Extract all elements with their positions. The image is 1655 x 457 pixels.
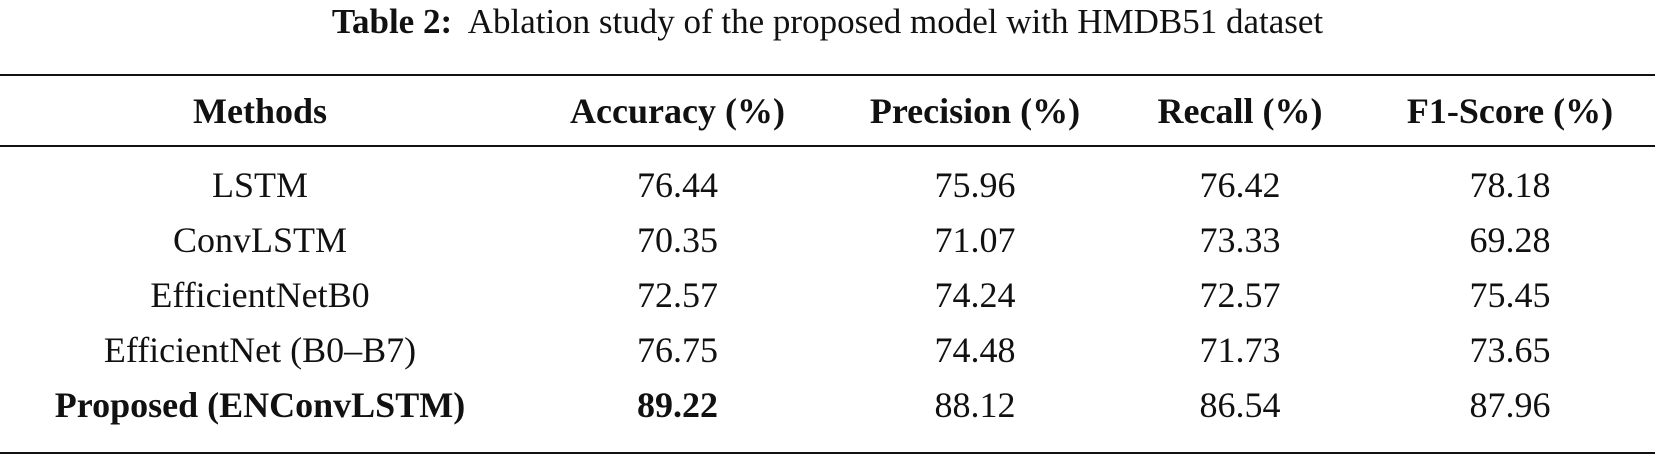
column-header-methods: Methods bbox=[193, 90, 327, 131]
f1-score-cell: 73.65 bbox=[1469, 329, 1551, 370]
recall-cell: 76.42 bbox=[1199, 164, 1281, 205]
caption-label: Table 2: bbox=[331, 2, 453, 41]
recall-cell: 86.54 bbox=[1199, 384, 1281, 425]
recall-cell: 71.73 bbox=[1199, 329, 1281, 370]
method-cell: ConvLSTM bbox=[172, 219, 348, 260]
accuracy-cell: 72.57 bbox=[637, 274, 718, 315]
method-cell: Proposed (ENConvLSTM) bbox=[54, 384, 466, 425]
table-caption: Table 2: Ablation study of the proposed … bbox=[0, 0, 1655, 44]
table-row-proposed: Proposed (ENConvLSTM) 89.22 88.12 86.54 … bbox=[0, 377, 1655, 432]
column-header-f1-score: F1-Score (%) bbox=[1406, 90, 1614, 131]
column-header-precision: Precision (%) bbox=[869, 90, 1081, 131]
header-rule bbox=[0, 145, 1655, 147]
precision-cell: 74.24 bbox=[934, 274, 1016, 315]
column-header-recall: Recall (%) bbox=[1157, 90, 1323, 131]
top-rule bbox=[0, 74, 1655, 76]
ablation-table: Methods Accuracy (%) Precision (%) Recal… bbox=[0, 76, 1655, 432]
recall-cell: 72.57 bbox=[1199, 274, 1281, 315]
f1-score-cell: 75.45 bbox=[1469, 274, 1551, 315]
method-cell: EfficientNetB0 bbox=[150, 274, 370, 315]
recall-cell: 73.33 bbox=[1199, 219, 1281, 260]
precision-cell: 88.12 bbox=[934, 384, 1016, 425]
column-header-accuracy: Accuracy (%) bbox=[570, 90, 785, 131]
f1-score-cell: 69.28 bbox=[1469, 219, 1551, 260]
accuracy-cell: 76.75 bbox=[637, 329, 718, 370]
table-row: LSTM 76.44 75.96 76.42 78.18 bbox=[0, 145, 1655, 212]
accuracy-cell: 76.44 bbox=[637, 164, 718, 205]
table-row: EfficientNetB0 72.57 74.24 72.57 75.45 bbox=[0, 267, 1655, 322]
f1-score-cell: 78.18 bbox=[1469, 164, 1551, 205]
accuracy-cell: 89.22 bbox=[637, 384, 718, 425]
precision-cell: 74.48 bbox=[934, 329, 1016, 370]
method-cell: EfficientNet (B0–B7) bbox=[103, 329, 417, 370]
header-row: Methods Accuracy (%) Precision (%) Recal… bbox=[0, 76, 1655, 145]
bottom-rule bbox=[0, 452, 1655, 454]
precision-cell: 71.07 bbox=[934, 219, 1016, 260]
table-row: ConvLSTM 70.35 71.07 73.33 69.28 bbox=[0, 212, 1655, 267]
f1-score-cell: 87.96 bbox=[1469, 384, 1551, 425]
method-cell: LSTM bbox=[211, 164, 308, 205]
caption-text: Ablation study of the proposed model wit… bbox=[467, 2, 1324, 41]
accuracy-cell: 70.35 bbox=[637, 219, 718, 260]
precision-cell: 75.96 bbox=[934, 164, 1016, 205]
table-row: EfficientNet (B0–B7) 76.75 74.48 71.73 7… bbox=[0, 322, 1655, 377]
